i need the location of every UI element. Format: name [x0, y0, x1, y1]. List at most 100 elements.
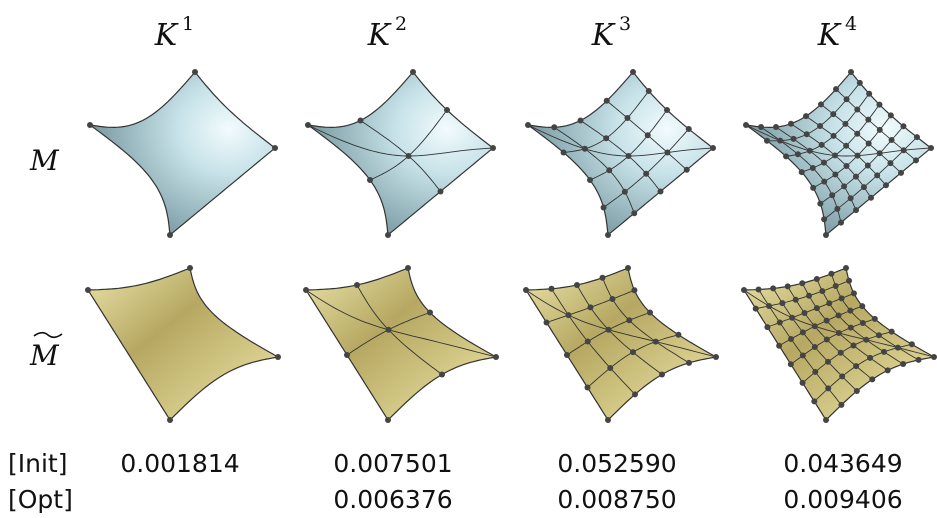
init-value: 0.052590 [557, 449, 676, 478]
vertex [785, 283, 791, 289]
vertex [684, 167, 690, 173]
vertex [818, 101, 824, 107]
vertex [846, 278, 852, 284]
vertex [385, 417, 391, 423]
vertex [741, 287, 747, 293]
vertex [833, 86, 839, 92]
vertex [826, 300, 832, 306]
vertex [523, 287, 529, 293]
surface [306, 268, 496, 420]
vertex [803, 113, 809, 119]
vertex [585, 385, 591, 391]
vertex [167, 417, 173, 423]
vertex [848, 69, 854, 75]
vertex [807, 148, 813, 154]
vertex [865, 117, 871, 123]
row-label: M [29, 339, 60, 372]
vertex [814, 276, 820, 282]
vertex [843, 163, 849, 169]
vertex [900, 361, 906, 367]
vertex [836, 312, 842, 318]
init-label: [Init] [8, 449, 67, 478]
vertex [866, 91, 872, 97]
vertex [931, 354, 937, 360]
vertex [839, 295, 845, 301]
vertex [861, 184, 867, 190]
vertex [605, 232, 611, 238]
vertex [272, 145, 278, 151]
vertex [821, 179, 827, 185]
vertex [643, 171, 649, 177]
vertex [812, 323, 818, 329]
vertex [764, 138, 770, 144]
init-value: 0.043649 [783, 449, 902, 478]
vertex [811, 398, 817, 404]
vertex [675, 332, 681, 338]
vertex [606, 327, 612, 333]
vertex [877, 127, 883, 133]
vertex [814, 305, 820, 311]
column-header-sup: 1 [182, 13, 194, 35]
vertex [853, 207, 859, 213]
vertex [405, 265, 411, 271]
column-header: K [817, 18, 842, 53]
vertex [823, 417, 829, 423]
vertex [604, 98, 610, 104]
vertex [817, 123, 823, 129]
vertex [851, 290, 857, 296]
vertex [626, 153, 632, 159]
vertex [800, 380, 806, 386]
vertex [743, 122, 749, 128]
vertex [626, 317, 632, 323]
vertex [866, 140, 872, 146]
vertex [85, 287, 91, 293]
vertex [561, 150, 567, 156]
vertex [832, 172, 838, 178]
vertex [686, 126, 692, 132]
vertex [776, 343, 782, 349]
vertex [631, 287, 637, 293]
vertex [756, 286, 762, 292]
vertex [574, 282, 580, 288]
vertex [854, 131, 860, 137]
init-value: 0.001814 [120, 449, 239, 478]
vertex [823, 232, 829, 238]
vertex [354, 282, 360, 288]
vertex [830, 111, 836, 117]
vertex [836, 330, 842, 336]
row-label: M [29, 144, 60, 177]
vertex [710, 145, 716, 151]
vertex [833, 283, 839, 289]
vertex [551, 124, 557, 130]
column-header: K [591, 18, 616, 53]
vertex [606, 167, 612, 173]
vertex [898, 170, 904, 176]
surface [526, 268, 716, 420]
vertex [834, 206, 840, 212]
vertex [582, 146, 588, 152]
vertex [632, 391, 638, 397]
vertex [832, 152, 838, 158]
surface [528, 72, 713, 235]
vertex [855, 153, 861, 159]
init-value: 0.007501 [333, 449, 452, 478]
vertex [850, 342, 856, 348]
vertex [901, 147, 907, 153]
vertex [824, 337, 830, 343]
vertex [872, 316, 878, 322]
vertex [857, 80, 863, 86]
vertex [848, 325, 854, 331]
vertex [819, 142, 825, 148]
vertex [630, 349, 636, 355]
vertex [653, 339, 659, 345]
vertex [646, 88, 652, 94]
tilde [34, 333, 62, 338]
vertex [544, 320, 550, 326]
vertex [622, 189, 628, 195]
opt-value: 0.008750 [557, 485, 676, 514]
vertex [793, 297, 799, 303]
vertex [587, 304, 593, 310]
vertex [758, 124, 764, 130]
vertex [888, 112, 894, 118]
vertex [859, 303, 865, 309]
